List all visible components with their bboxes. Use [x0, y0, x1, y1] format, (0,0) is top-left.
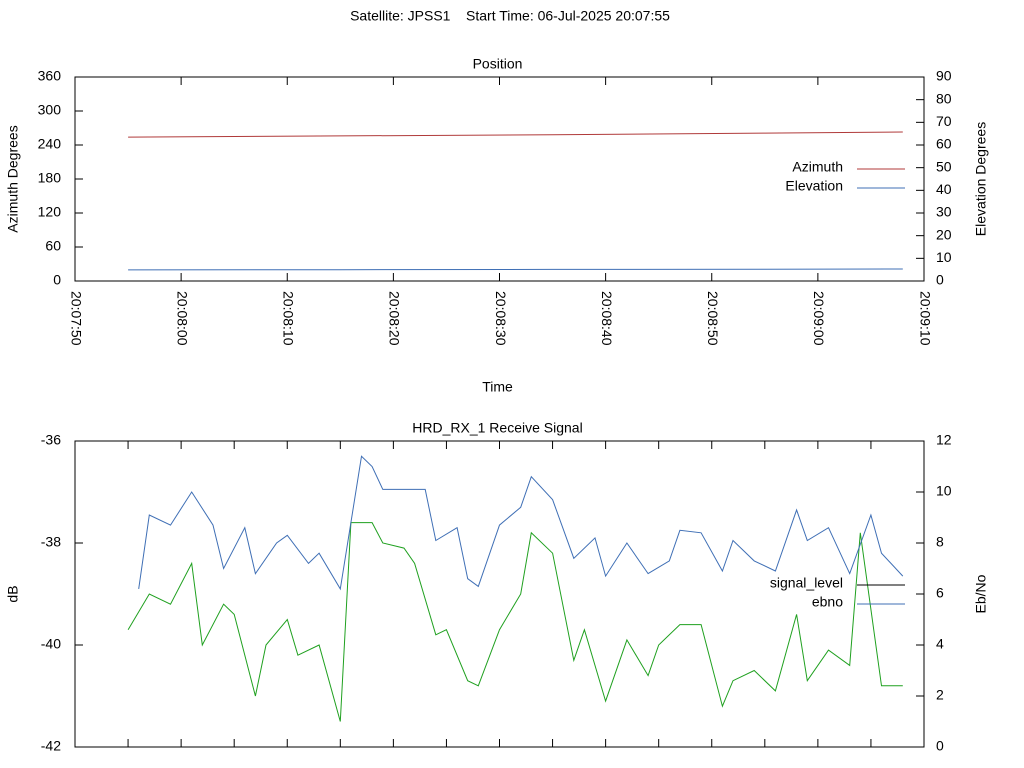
page-title: Satellite: JPSS1 Start Time: 06-Jul-2025…: [350, 8, 670, 24]
y-tick-label: -38: [41, 534, 61, 550]
x-tick-label: 20:07:50: [68, 291, 84, 346]
y-tick-label: 120: [38, 204, 62, 220]
y-tick-label: -40: [41, 636, 61, 652]
legend-label: Azimuth: [792, 159, 843, 175]
y2-tick-label: 10: [936, 249, 952, 265]
x-tick-label: 20:08:10: [281, 291, 297, 346]
plot-frame: [74, 440, 925, 748]
y2-tick-label: 40: [936, 181, 952, 197]
legend-label: signal_level: [770, 575, 843, 591]
series-line: [127, 522, 903, 722]
x-tick-label: 20:09:10: [917, 291, 933, 346]
y-tick-label: 60: [45, 238, 61, 254]
y-tick-label: 180: [38, 170, 62, 186]
y-axis-label: dB: [5, 585, 21, 602]
y2-axis-label: Eb/No: [973, 574, 989, 613]
x-axis-label: Time: [482, 379, 513, 395]
y2-tick-label: 80: [936, 90, 952, 106]
x-tick-label: 20:08:40: [599, 291, 615, 346]
y2-tick-label: 6: [936, 585, 944, 601]
y2-tick-label: 30: [936, 204, 952, 220]
y-tick-label: 360: [38, 68, 62, 84]
chart-title: HRD_RX_1 Receive Signal: [412, 420, 582, 436]
y-tick-label: 240: [38, 136, 62, 152]
y-axis-label: Azimuth Degrees: [5, 125, 21, 232]
y2-tick-label: 12: [936, 432, 952, 448]
y2-tick-label: 0: [936, 272, 944, 288]
x-tick-label: 20:08:30: [493, 291, 509, 346]
y2-tick-label: 70: [936, 113, 952, 129]
y2-tick-label: 2: [936, 687, 944, 703]
x-tick-label: 20:08:20: [387, 291, 403, 346]
series-line: [138, 455, 904, 591]
y2-axis-label: Elevation Degrees: [973, 122, 989, 236]
y-tick-label: 0: [53, 272, 61, 288]
legend-label: Elevation: [785, 178, 843, 194]
y2-tick-label: 4: [936, 636, 944, 652]
y2-tick-label: 10: [936, 483, 952, 499]
y-tick-label: -42: [41, 738, 61, 754]
y2-tick-label: 8: [936, 534, 944, 550]
series-line: [128, 268, 903, 271]
y-tick-label: -36: [41, 432, 61, 448]
y2-tick-label: 0: [936, 738, 944, 754]
x-tick-label: 20:08:00: [174, 291, 190, 346]
x-tick-label: 20:09:00: [811, 291, 827, 346]
x-tick-label: 20:08:50: [705, 291, 721, 346]
y-tick-label: 300: [38, 102, 62, 118]
y2-tick-label: 60: [936, 136, 952, 152]
y2-tick-label: 50: [936, 158, 952, 174]
chart-title: Position: [473, 56, 523, 72]
series-line: [128, 131, 903, 138]
y2-tick-label: 90: [936, 68, 952, 84]
legend-label: ebno: [812, 594, 843, 610]
y2-tick-label: 20: [936, 226, 952, 242]
